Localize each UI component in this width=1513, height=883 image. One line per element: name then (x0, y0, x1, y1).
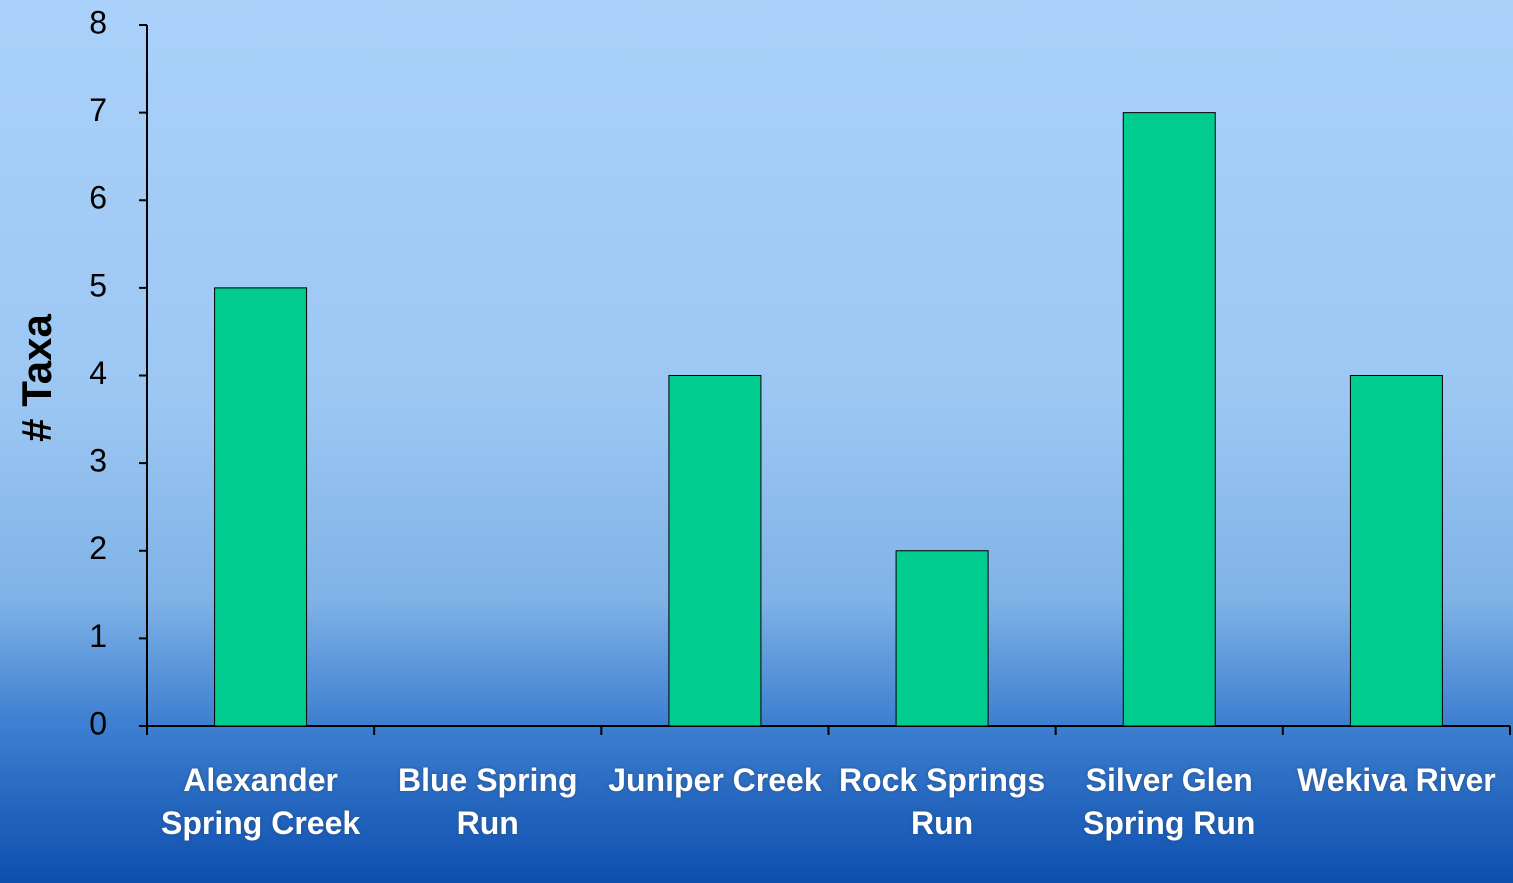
y-tick-label: 7 (89, 92, 107, 128)
y-axis-label: # Taxa (13, 314, 60, 442)
y-tick-label: 6 (89, 180, 107, 216)
bar (895, 550, 989, 727)
bar (1122, 112, 1216, 727)
bar (668, 375, 762, 727)
y-tick-label: 2 (89, 530, 107, 566)
y-tick-label: 5 (89, 267, 107, 303)
x-tick-label: Juniper Creek (608, 762, 822, 798)
bar (1349, 375, 1443, 727)
x-tick-label: Wekiva River (1297, 762, 1496, 798)
bar (214, 287, 308, 727)
y-tick-label: 3 (89, 443, 107, 479)
y-tick-label: 8 (89, 4, 107, 40)
x-tick-label: Alexander Spring Creek (160, 762, 361, 841)
y-tick-label: 1 (89, 618, 107, 654)
y-tick-label: 0 (89, 705, 107, 741)
x-tick-label: Blue Spring Run (397, 762, 578, 841)
y-tick-label: 4 (89, 355, 107, 391)
x-tick-label: Silver Glen Spring Run (1083, 762, 1256, 841)
x-tick-label: Rock Springs Run (838, 762, 1046, 841)
